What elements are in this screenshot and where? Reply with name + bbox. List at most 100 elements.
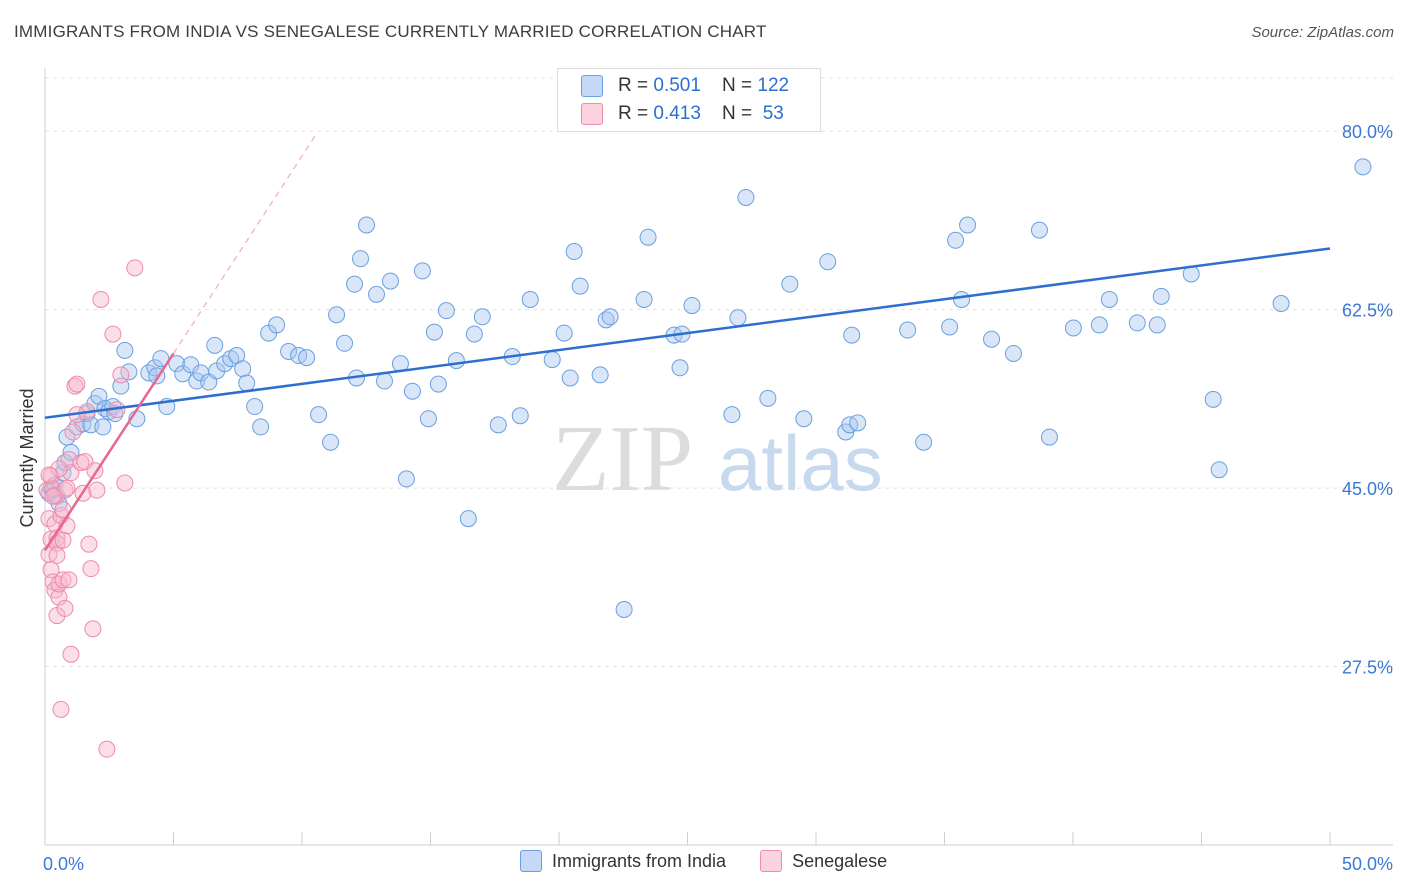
- senegalese-point: [62, 645, 80, 663]
- senegalese-trend-line: [43, 352, 175, 551]
- senegalese-point: [52, 700, 70, 718]
- source-label: Source: ZipAtlas.com: [1251, 24, 1394, 41]
- india-point: [781, 275, 799, 293]
- india-point: [403, 382, 421, 400]
- stats-r-value: 0.501: [653, 75, 701, 96]
- watermark-zip: ZIP: [552, 407, 693, 511]
- senegalese-point: [116, 474, 134, 492]
- senegalese-point: [60, 571, 78, 589]
- india-point: [375, 372, 393, 390]
- senegalese-point: [88, 481, 106, 499]
- y-tick-label: 80.0%: [1342, 122, 1393, 142]
- india-point: [381, 272, 399, 290]
- india-point: [723, 406, 741, 424]
- senegalese-point: [112, 366, 130, 384]
- senegalese-point: [48, 546, 66, 564]
- india-point: [447, 352, 465, 370]
- legend-swatch-india: [520, 850, 542, 872]
- india-point: [729, 309, 747, 327]
- india-point: [94, 418, 112, 436]
- india-point: [561, 369, 579, 387]
- senegalese-point: [80, 535, 98, 553]
- india-point: [1090, 316, 1108, 334]
- watermark-atlas: atlas: [718, 419, 883, 507]
- india-point: [419, 410, 437, 428]
- india-point: [357, 216, 375, 234]
- y-tick-label: 27.5%: [1342, 658, 1393, 678]
- senegalese-point: [126, 259, 144, 277]
- legend-item-india[interactable]: Immigrants from India: [520, 850, 726, 872]
- senegalese-point: [68, 375, 86, 393]
- india-point: [1040, 428, 1058, 446]
- india-point: [116, 341, 134, 359]
- legend-item-senegalese[interactable]: Senegalese: [760, 850, 887, 872]
- india-point: [234, 360, 252, 378]
- india-point: [737, 188, 755, 206]
- india-point: [915, 433, 933, 451]
- y-axis-label: Currently Married: [17, 388, 37, 527]
- india-point: [336, 334, 354, 352]
- india-point: [1272, 295, 1290, 313]
- senegalese-point: [44, 487, 62, 505]
- india-point: [429, 375, 447, 393]
- india-point: [601, 308, 619, 326]
- legend-swatch-senegalese: [760, 850, 783, 872]
- india-point: [168, 355, 186, 373]
- india-point: [683, 297, 701, 315]
- india-point: [635, 290, 653, 308]
- trend-lines: [43, 135, 1331, 551]
- senegalese-point: [56, 599, 74, 617]
- y-tick-label: 62.5%: [1342, 301, 1393, 321]
- india-point: [310, 406, 328, 424]
- stats-swatch-india: [581, 75, 603, 97]
- india-point: [849, 414, 867, 432]
- india-point: [328, 306, 346, 324]
- india-point: [465, 325, 483, 343]
- senegalese-point: [54, 571, 72, 589]
- india-point: [795, 410, 813, 428]
- india-point: [252, 418, 270, 436]
- india-point: [397, 470, 415, 488]
- x-tick-label: 50.0%: [1342, 854, 1393, 874]
- senegalese-point: [82, 560, 100, 578]
- legend: Immigrants from India Senegalese: [520, 850, 887, 872]
- india-point: [322, 433, 340, 451]
- india-point: [206, 336, 224, 354]
- india-point: [555, 324, 573, 342]
- chart-title: IMMIGRANTS FROM INDIA VS SENEGALESE CURR…: [14, 22, 767, 41]
- stats-n-label: N =: [722, 75, 758, 96]
- india-point: [615, 600, 633, 618]
- india-point: [959, 216, 977, 234]
- india-point: [511, 407, 529, 425]
- india-trend-line: [44, 247, 1331, 419]
- india-point: [352, 250, 370, 268]
- india-point: [246, 398, 264, 416]
- senegalese-trend-extension: [172, 135, 316, 354]
- india-point: [473, 308, 491, 326]
- india-point: [425, 323, 443, 341]
- stats-box: R = 0.501 N = 122 R = 0.413 N = 53: [557, 68, 821, 132]
- india-point: [1210, 461, 1228, 479]
- india-point: [346, 275, 364, 293]
- india-point: [671, 359, 689, 377]
- india-point: [459, 510, 477, 528]
- senegalese-point: [58, 479, 76, 497]
- stats-n-value: 122: [757, 75, 790, 96]
- india-point: [947, 231, 965, 249]
- india-point: [899, 321, 917, 339]
- data-points: [38, 158, 1372, 758]
- india-point: [819, 253, 837, 271]
- india-point: [639, 228, 657, 246]
- india-point: [437, 302, 455, 320]
- senegalese-point: [54, 531, 72, 549]
- india-point: [1152, 287, 1170, 305]
- india-point: [571, 277, 589, 295]
- india-point: [941, 318, 959, 336]
- india-point: [280, 342, 298, 360]
- tick-labels: 27.5% 45.0% 62.5% 80.0% 0.0% 50.0%: [43, 122, 1393, 874]
- india-point: [1204, 390, 1222, 408]
- stats-n-label: N =: [722, 103, 758, 124]
- senegalese-point: [92, 290, 110, 308]
- stats-r-label: R =: [618, 103, 654, 124]
